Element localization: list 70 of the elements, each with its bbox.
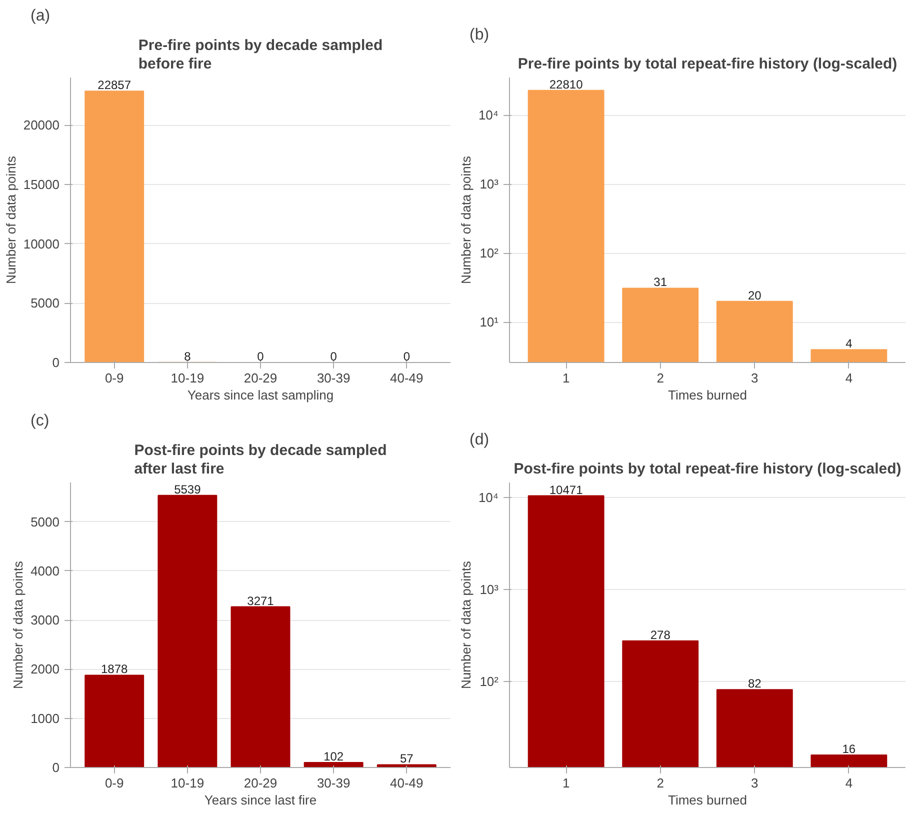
data-label: 102 xyxy=(324,749,344,764)
data-label: 278 xyxy=(650,628,671,642)
x-tick-label: 0-9 xyxy=(104,370,124,386)
y-tick-label: 3000 xyxy=(30,612,60,628)
text: (c) xyxy=(30,412,50,430)
data-label: 20 xyxy=(748,288,762,302)
y-tick-label: 5000 xyxy=(30,296,60,311)
x-tick-label: 2 xyxy=(656,370,664,386)
y-tick-label: 10⁴ xyxy=(478,108,498,123)
data-label: 31 xyxy=(654,275,668,290)
y-tick-label: 10000 xyxy=(23,236,60,252)
data-label: 1878 xyxy=(101,662,128,676)
x-axis-title: Years since last sampling xyxy=(187,388,334,402)
data-label: 8 xyxy=(184,349,192,364)
data-label: 22857 xyxy=(98,78,132,92)
y-tick-label: 4000 xyxy=(30,563,60,578)
x-tick-label: 20-29 xyxy=(244,776,278,790)
data-label: 3271 xyxy=(247,594,274,608)
y-axis-title: Number of data points xyxy=(3,156,18,284)
x-axis-title: Times burned xyxy=(668,388,747,402)
y-tick-label: 10⁴ xyxy=(478,490,498,506)
data-label: 10471 xyxy=(549,482,584,497)
x-tick-label: 30-39 xyxy=(316,776,350,790)
x-axis-title: Times burned xyxy=(668,792,747,808)
chart-title: Post-fire points by decade sampled after last fire xyxy=(134,442,387,478)
x-tick-label: 3 xyxy=(751,776,758,790)
chart-title: Pre-fire points by total repeat-fire history (log-scaled) xyxy=(518,56,898,72)
y-tick-label: 15000 xyxy=(23,176,60,192)
y-tick-label: 1000 xyxy=(30,710,60,726)
x-tick-label: 10-19 xyxy=(170,776,204,790)
x-axis-title: Years since last fire xyxy=(204,792,317,808)
x-tick-label: 4 xyxy=(845,370,853,386)
data-label: 16 xyxy=(842,742,856,756)
chart-title: Pre-fire points by decade sampled before fire xyxy=(138,36,383,72)
text: (b) xyxy=(470,26,490,44)
data-label: 82 xyxy=(748,676,762,691)
x-tick-label: 40-49 xyxy=(390,776,424,790)
text: (a) xyxy=(30,8,50,24)
x-tick-label: 30-39 xyxy=(316,370,350,386)
x-tick-label: 3 xyxy=(751,370,758,386)
x-tick-label: 10-19 xyxy=(170,370,204,386)
data-label: 0 xyxy=(257,350,264,364)
y-axis-title: Number of data points xyxy=(458,560,474,689)
y-axis-title: Number of data points xyxy=(458,156,474,284)
y-tick-label: 10³ xyxy=(480,176,500,192)
data-label: 57 xyxy=(400,752,414,766)
y-tick-label: 5000 xyxy=(30,514,60,530)
x-tick-label: 2 xyxy=(656,776,664,790)
x-tick-label: 1 xyxy=(562,370,570,386)
chart-title: Post-fire points by total repeat-fire history (log-scaled) xyxy=(514,460,902,478)
y-tick-label: 10¹ xyxy=(480,314,500,330)
data-label: 0 xyxy=(403,350,410,364)
x-tick-label: 1 xyxy=(562,776,570,790)
y-tick-label: 10² xyxy=(480,674,500,690)
y-tick-label: 0 xyxy=(52,760,60,775)
data-label: 4 xyxy=(846,336,853,351)
x-tick-label: 20-29 xyxy=(244,370,278,386)
y-tick-label: 10³ xyxy=(480,582,500,598)
y-tick-label: 0 xyxy=(52,355,60,370)
data-label: 5539 xyxy=(174,482,202,496)
y-tick-label: 2000 xyxy=(30,662,60,677)
y-tick-label: 20000 xyxy=(23,118,60,132)
y-tick-label: 10² xyxy=(480,246,500,261)
x-tick-label: 40-49 xyxy=(390,370,424,386)
text: (d) xyxy=(470,432,490,448)
data-label: 22810 xyxy=(549,77,584,92)
y-axis-title: Number of data points xyxy=(10,560,26,689)
x-tick-label: 4 xyxy=(845,776,853,790)
data-label: 0 xyxy=(330,350,338,364)
x-tick-label: 0-9 xyxy=(104,776,124,790)
